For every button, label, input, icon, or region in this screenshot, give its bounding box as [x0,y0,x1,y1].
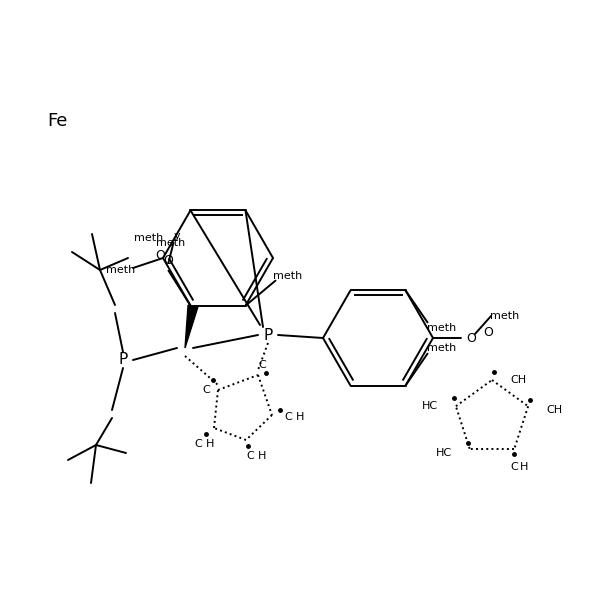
Text: meth: meth [106,265,136,275]
Text: HC: HC [436,448,452,458]
Text: HC: HC [422,401,438,411]
Text: C: C [511,462,518,472]
Text: P: P [118,352,128,367]
Text: P: P [263,328,272,343]
Text: C: C [246,451,254,461]
Text: C: C [194,439,202,449]
Text: C: C [284,412,292,422]
Text: meth: meth [134,233,163,242]
Text: H: H [206,439,214,449]
Text: H: H [520,462,529,472]
Text: C: C [202,385,210,395]
Text: CH: CH [510,375,526,385]
Text: meth: meth [427,323,456,334]
Text: H: H [258,451,266,461]
Text: O: O [155,249,166,262]
Text: H: H [296,412,304,422]
Text: Fe: Fe [47,112,67,130]
Text: O: O [466,331,476,344]
Text: meth: meth [156,238,185,248]
Text: y: y [173,230,180,241]
Text: meth: meth [427,343,456,353]
Text: meth: meth [490,311,520,321]
Text: CH: CH [546,405,562,415]
Text: O: O [164,254,173,267]
Text: O: O [483,326,493,340]
Text: C: C [258,360,266,370]
Text: meth: meth [273,271,302,281]
Polygon shape [185,305,198,348]
